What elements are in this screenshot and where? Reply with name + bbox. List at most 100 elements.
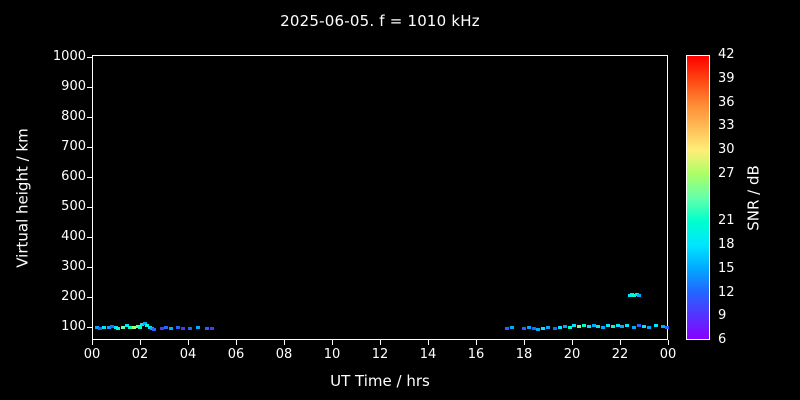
y-tick-mark <box>87 326 92 328</box>
y-axis-label: Virtual height / km <box>13 128 32 268</box>
data-point <box>98 327 103 330</box>
x-tick-label: 12 <box>371 347 389 362</box>
x-tick-label: 20 <box>563 347 581 362</box>
colorbar-tick-label: 36 <box>718 94 735 110</box>
data-point <box>610 324 615 328</box>
y-tick-mark <box>87 236 92 238</box>
x-tick-label: 06 <box>227 347 245 362</box>
data-point <box>522 327 526 330</box>
y-tick-label: 800 <box>61 108 86 124</box>
x-tick-mark <box>284 340 285 345</box>
y-tick-mark <box>87 206 92 208</box>
colorbar-tick-label: 27 <box>718 165 735 181</box>
data-point <box>205 327 210 330</box>
x-tick-mark <box>140 340 141 345</box>
x-tick-label: 00 <box>83 347 101 362</box>
data-point <box>558 325 562 329</box>
x-tick-label: 08 <box>275 347 293 362</box>
data-point <box>152 327 157 331</box>
x-tick-mark <box>476 340 477 345</box>
chart-title: 2025-06-05. f = 1010 kHz <box>280 12 480 30</box>
data-point <box>94 325 99 329</box>
data-point <box>577 324 582 328</box>
data-point <box>121 325 126 329</box>
x-tick-label: 04 <box>179 347 197 362</box>
x-tick-mark <box>668 340 669 345</box>
data-point <box>181 327 186 330</box>
x-tick-mark <box>620 340 621 345</box>
data-point <box>102 325 106 329</box>
data-point <box>634 292 639 296</box>
x-axis-label: UT Time / hrs <box>330 372 430 390</box>
data-point <box>159 327 164 330</box>
data-point <box>553 327 558 330</box>
x-tick-mark <box>92 340 93 345</box>
data-point <box>630 292 634 296</box>
data-point <box>116 326 121 330</box>
data-point <box>562 324 567 328</box>
data-point <box>135 324 140 328</box>
x-tick-mark <box>380 340 381 345</box>
x-tick-label: 14 <box>419 347 437 362</box>
data-point <box>195 326 200 330</box>
y-tick-label: 300 <box>61 258 86 274</box>
data-point <box>546 326 550 330</box>
data-point <box>176 326 181 330</box>
data-point <box>128 325 133 329</box>
y-tick-mark <box>87 296 92 298</box>
data-point <box>632 294 637 297</box>
y-tick-mark <box>87 176 92 178</box>
y-tick-label: 900 <box>61 78 86 94</box>
x-tick-label: 10 <box>323 347 341 362</box>
y-tick-label: 1000 <box>52 48 86 64</box>
data-point <box>145 324 150 327</box>
data-point <box>210 327 214 330</box>
colorbar-tick-label: 21 <box>718 213 735 229</box>
data-point <box>567 325 572 329</box>
data-point <box>142 321 147 325</box>
data-point <box>620 324 625 328</box>
x-tick-mark <box>188 340 189 345</box>
data-point <box>124 324 129 328</box>
data-point <box>505 327 510 330</box>
x-tick-label: 18 <box>515 347 533 362</box>
data-point <box>138 325 142 329</box>
colorbar-tick-label: 9 <box>718 308 727 324</box>
colorbar <box>686 55 710 340</box>
plot-area <box>92 55 668 340</box>
x-tick-mark <box>524 340 525 345</box>
y-tick-label: 400 <box>61 228 86 244</box>
data-point <box>169 327 174 330</box>
data-point <box>606 324 610 327</box>
data-point <box>664 325 669 329</box>
x-tick-mark <box>572 340 573 345</box>
data-point <box>110 324 115 328</box>
colorbar-tick-label: 6 <box>718 332 727 347</box>
y-tick-label: 500 <box>61 198 86 214</box>
data-point <box>114 325 118 329</box>
y-tick-mark <box>87 56 92 58</box>
y-tick-mark <box>87 266 92 268</box>
data-point <box>526 326 531 330</box>
x-tick-label: 16 <box>467 347 485 362</box>
data-point <box>147 326 152 330</box>
x-tick-label: 00 <box>659 347 677 362</box>
data-point <box>637 294 642 297</box>
data-point <box>572 324 577 327</box>
colorbar-tick-label: 12 <box>718 284 735 300</box>
data-point <box>646 325 651 329</box>
data-point <box>140 323 145 327</box>
data-point <box>632 325 637 329</box>
y-tick-label: 100 <box>61 318 86 334</box>
y-tick-label: 600 <box>61 168 86 184</box>
x-tick-mark <box>332 340 333 345</box>
data-point <box>106 326 111 330</box>
data-point <box>654 324 658 327</box>
colorbar-tick-label: 33 <box>718 118 735 134</box>
data-point <box>536 327 541 331</box>
data-point <box>164 326 169 330</box>
colorbar-tick-label: 39 <box>718 70 735 86</box>
x-tick-label: 22 <box>611 347 629 362</box>
data-point <box>188 327 193 330</box>
